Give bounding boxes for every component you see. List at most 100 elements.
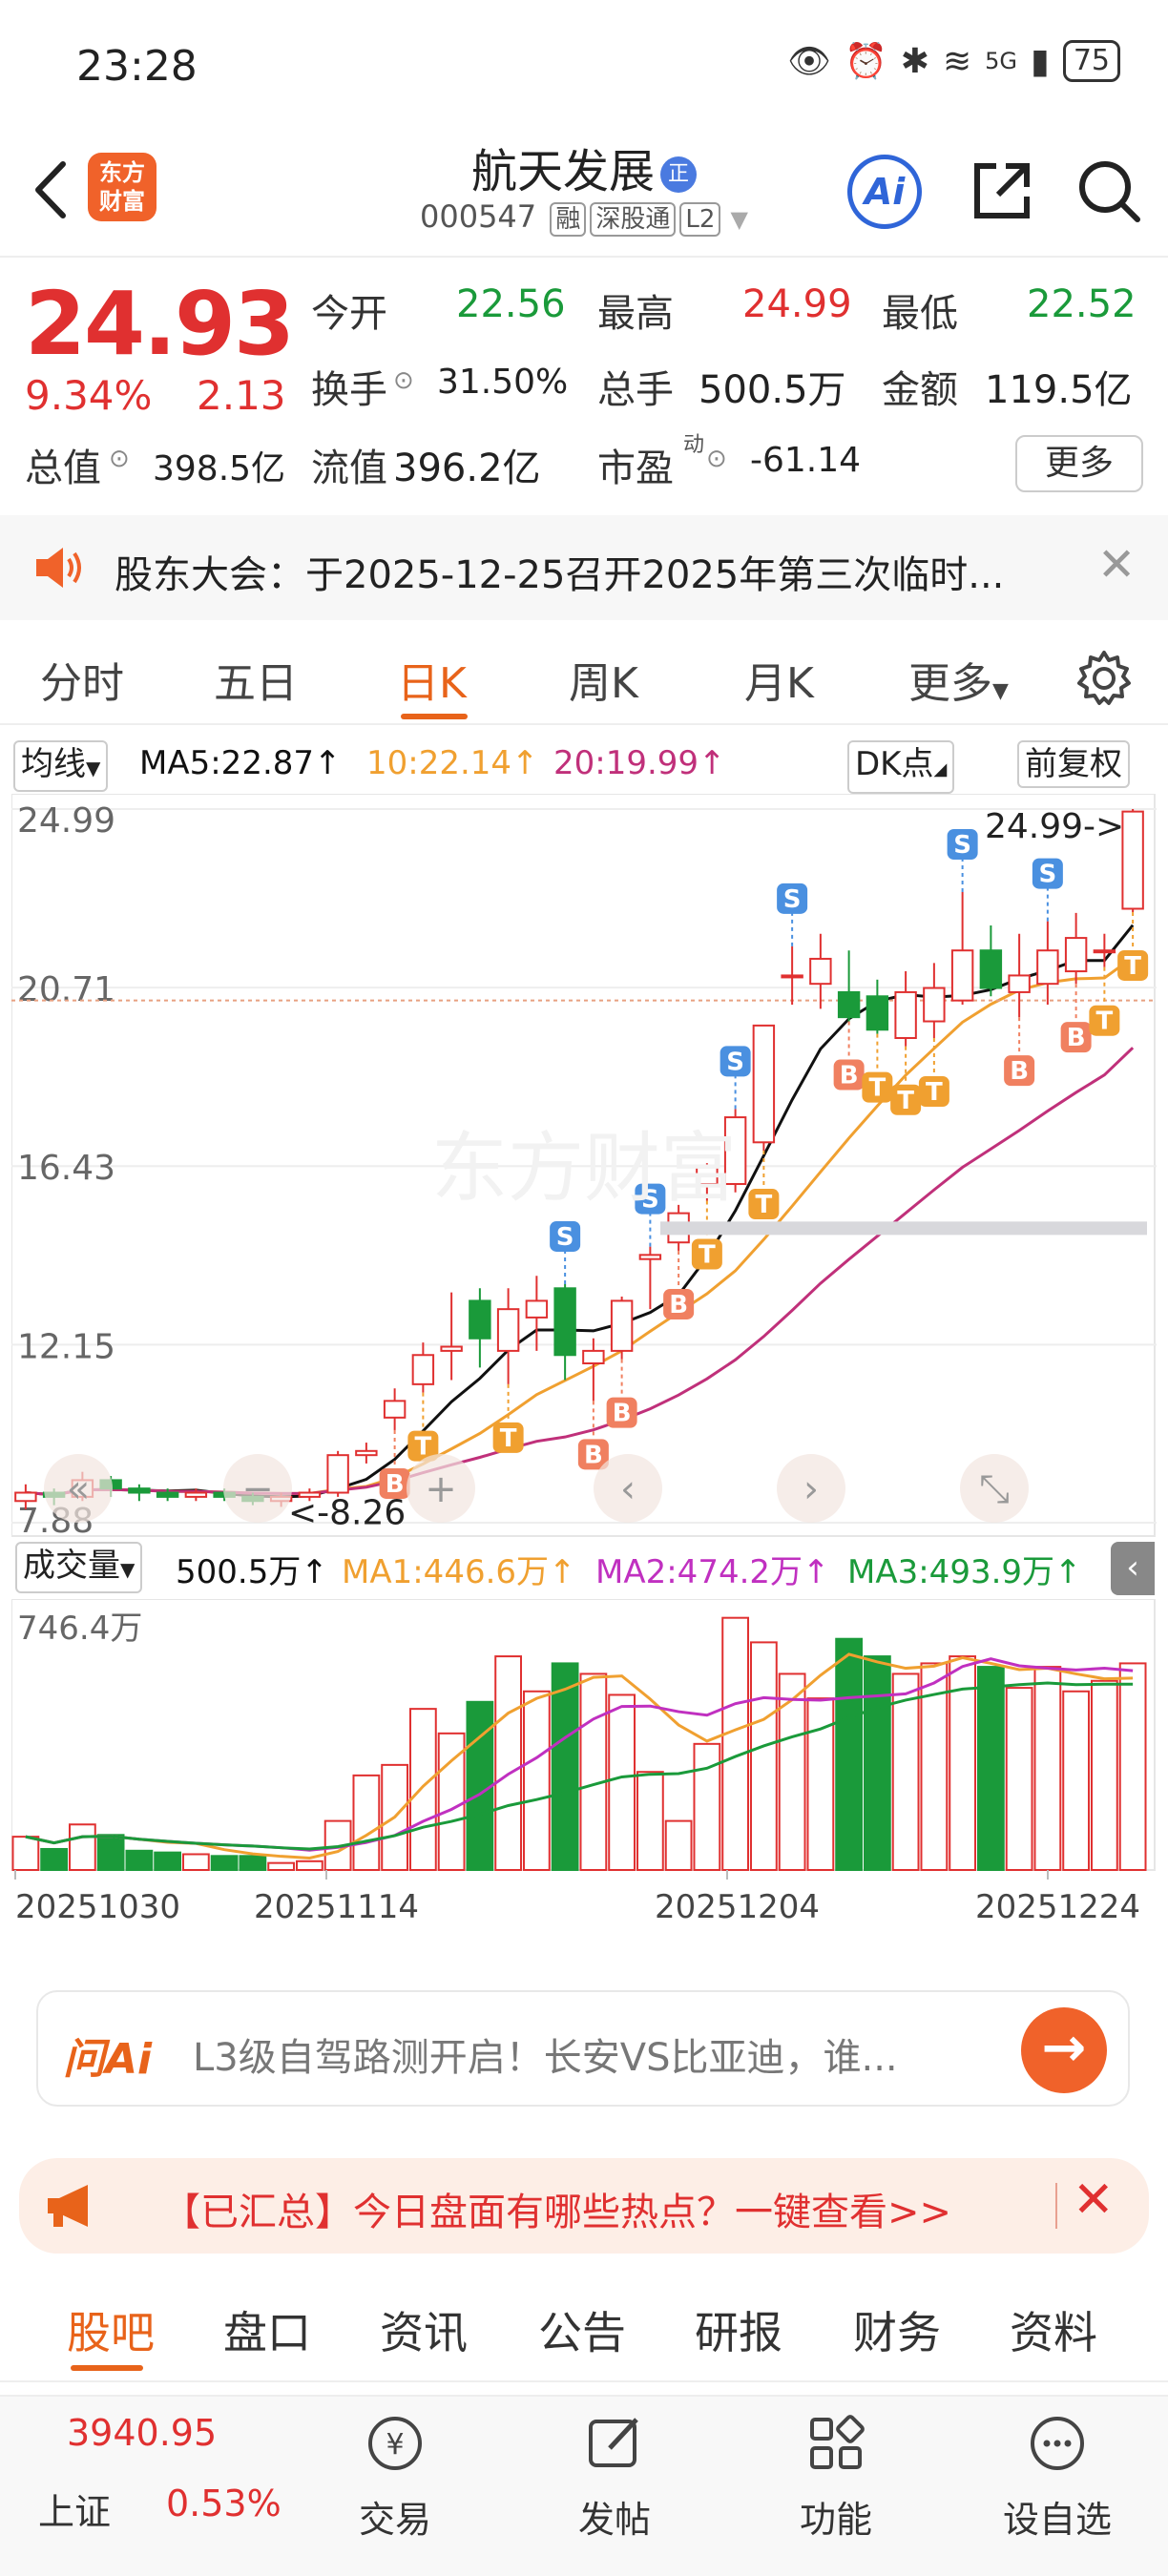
tab-five-day[interactable]: 五日 <box>214 659 298 708</box>
search-icon[interactable] <box>1071 153 1147 229</box>
speaker-icon <box>36 548 81 588</box>
wifi-icon: ≋ <box>942 41 972 81</box>
dropdown-triangle-icon: ▼ <box>86 757 101 779</box>
add-watchlist-button[interactable]: 设自选 <box>991 2410 1124 2543</box>
post-button[interactable]: 发帖 <box>548 2410 681 2543</box>
volume-bar <box>863 1655 891 1872</box>
watermark: 东方财富 <box>431 1124 737 1213</box>
volume-bar <box>494 1655 523 1872</box>
fullscreen-icon[interactable] <box>960 1454 1029 1523</box>
signal-badge <box>606 1397 637 1428</box>
next-icon[interactable] <box>777 1454 845 1523</box>
volume-bar <box>976 1666 1005 1871</box>
candle-body <box>14 1491 37 1503</box>
info-icon[interactable]: ⊙ <box>109 445 130 473</box>
next-icon-glyph: › <box>803 1467 819 1511</box>
tab-forum[interactable]: 股吧 <box>67 2307 155 2358</box>
info-icon[interactable]: ⊙ <box>706 445 727 473</box>
tab-daily-k[interactable]: 日K <box>397 659 467 708</box>
signal-icon: ▮ <box>1031 41 1050 81</box>
support-band <box>660 1221 1147 1236</box>
stock-code: 000547 融深股通 L2 ▼ <box>419 198 749 237</box>
hot-topics-text: 【已汇总】今日盘面有哪些热点？一键查看>> <box>162 2191 952 2234</box>
vol-ma2: MA2:474.2万↑ <box>595 1553 830 1591</box>
volume-bar <box>891 1672 920 1872</box>
gear-icon[interactable] <box>1074 649 1134 708</box>
open-value: 22.56 <box>456 282 566 326</box>
tab-news[interactable]: 资讯 <box>380 2307 468 2358</box>
bluetooth-icon: ✱ <box>900 41 929 81</box>
notice-banner[interactable]: 股东大会：于2025-12-25召开2025年第三次临时... ✕ <box>0 515 1168 620</box>
date-label: 20251204 <box>655 1888 820 1923</box>
candle-body <box>582 1349 605 1365</box>
pe-value: -61.14 <box>750 441 862 480</box>
tab-orderbook[interactable]: 盘口 <box>223 2307 311 2358</box>
ma-selector[interactable]: 均线▼ <box>13 740 109 792</box>
pe-superscript: 动 <box>683 433 705 457</box>
function-button[interactable]: 功能 <box>769 2410 903 2543</box>
tab-announcements[interactable]: 公告 <box>538 2307 626 2358</box>
signal-badge <box>720 1046 751 1077</box>
signal-label: B <box>1067 1024 1086 1052</box>
tab-intraday[interactable]: 分时 <box>40 659 124 708</box>
tab-weekly-k[interactable]: 周K <box>569 659 638 708</box>
share-icon[interactable] <box>964 153 1040 229</box>
trade-button[interactable]: ¥ 交易 <box>328 2410 462 2543</box>
signal-badge <box>635 1183 666 1215</box>
signal-badge <box>663 1288 695 1319</box>
prev-icon[interactable] <box>594 1454 662 1523</box>
signal-badge <box>1060 1022 1092 1053</box>
ai-ask-logo: 问Ai <box>63 2035 153 2084</box>
market-cap-value: 398.5亿 <box>153 449 286 488</box>
candle-body <box>923 987 946 1023</box>
back-arrow-icon[interactable] <box>27 156 74 223</box>
tab-profile[interactable]: 资料 <box>1010 2307 1097 2358</box>
ai-ad-card[interactable]: 问Ai L3级自驾路测开启！长安VS比亚迪，谁... → <box>36 1990 1130 2107</box>
signal-badge <box>1004 1055 1035 1087</box>
candle-body <box>469 1299 491 1340</box>
volume-bar <box>408 1708 437 1871</box>
info-icon[interactable]: ⊙ <box>393 366 414 395</box>
ai-button[interactable]: Ai <box>847 155 922 229</box>
tab-finance[interactable]: 财务 <box>853 2307 941 2358</box>
svg-text:¥: ¥ <box>386 2428 404 2462</box>
close-icon[interactable]: ✕ <box>1073 2171 1115 2229</box>
signal-badge <box>1089 1005 1120 1036</box>
collapse-panel-icon[interactable]: ‹ <box>1111 1542 1155 1595</box>
active-tab-underline <box>401 714 468 719</box>
volume-selector[interactable]: 成交量▼ <box>15 1542 143 1593</box>
volume-bar <box>267 1861 296 1871</box>
stock-name: 航天发展正 <box>0 134 1168 200</box>
arrow-right-icon[interactable]: → <box>1021 2007 1107 2093</box>
dropdown-triangle-icon[interactable]: ▼ <box>730 206 749 233</box>
edit-icon <box>589 2418 638 2467</box>
signal-label: T <box>1096 1008 1114 1036</box>
tab-research[interactable]: 研报 <box>695 2307 782 2358</box>
hot-topics-banner[interactable]: 【已汇总】今日盘面有哪些热点？一键查看>> ✕ <box>19 2158 1149 2254</box>
signal-label: T <box>756 1191 773 1219</box>
tag-margin: 融 <box>550 202 587 237</box>
volume-bar <box>125 1849 154 1871</box>
adjust-toggle[interactable]: 前复权 <box>1017 740 1130 788</box>
close-icon[interactable]: ✕ <box>1097 538 1137 592</box>
tab-more[interactable]: 更多▼ <box>908 659 1009 708</box>
ma20-value: 20:19.99↑ <box>553 744 726 782</box>
more-button[interactable]: 更多 <box>1015 435 1143 492</box>
volume-header: 成交量▼ 500.5万↑ MA1:446.6万↑ MA2:474.2万↑ MA3… <box>11 1542 1157 1599</box>
verified-badge: 正 <box>660 156 697 193</box>
index-change: 0.53% <box>166 2483 282 2524</box>
ma-bar: 均线▼ MA5:22.87↑ 10:22.14↑ 20:19.99↑ DK点◢ … <box>0 735 1168 794</box>
zoom-in-icon[interactable] <box>407 1454 475 1523</box>
volume-chart[interactable]: 746.4万 20251030 20251114 20251204 20251224 <box>11 1599 1157 1923</box>
signal-badge <box>1117 949 1149 981</box>
signal-badge <box>748 1189 780 1220</box>
candle-body <box>979 949 1003 989</box>
tab-monthly-k[interactable]: 月K <box>744 659 814 708</box>
candle-body <box>496 1308 520 1352</box>
high-marker: 24.99-> <box>985 807 1124 846</box>
zoom-out-icon[interactable] <box>223 1454 292 1523</box>
ma20-line <box>25 1047 1135 1497</box>
dk-point-toggle[interactable]: DK点◢ <box>847 740 955 794</box>
scroll-left-icon[interactable] <box>44 1454 113 1523</box>
